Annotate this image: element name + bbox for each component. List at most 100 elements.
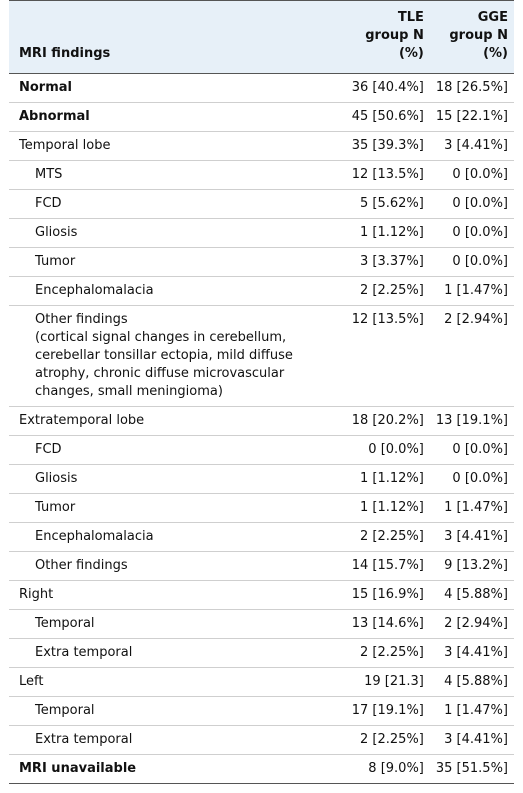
label-cell: FCD bbox=[9, 189, 345, 219]
tle-cell: 14 [15.7%] bbox=[344, 551, 430, 581]
gge-cell: 4 [5.88%] bbox=[429, 667, 514, 697]
tle-cell: 36 [40.4%] bbox=[344, 73, 430, 103]
row-label: Right bbox=[19, 587, 54, 602]
gge-cell: 9 [13.2%] bbox=[429, 551, 514, 581]
tle-cell: 15 [16.9%] bbox=[344, 580, 430, 610]
row-label: Tumor bbox=[35, 500, 76, 515]
row-label: Temporal bbox=[35, 703, 95, 718]
tle-cell: 17 [19.1%] bbox=[344, 696, 430, 726]
label-cell: FCD bbox=[9, 435, 345, 465]
label-cell: Tumor bbox=[9, 247, 345, 277]
row-label: Abnormal bbox=[19, 109, 90, 124]
tle-cell: 2 [2.25%] bbox=[344, 522, 430, 552]
table-row: MTS 12 [13.5%] 0 [0.0%] bbox=[9, 160, 514, 190]
row-label: Encephalomalacia bbox=[35, 529, 154, 544]
row-label: Tumor bbox=[35, 254, 76, 269]
table-row: Abnormal 45 [50.6%] 15 [22.1%] bbox=[9, 102, 514, 132]
gge-cell: 1 [1.47%] bbox=[429, 493, 514, 523]
findings-table: MRI findings TLE group N (%) GGE group N… bbox=[9, 0, 514, 784]
gge-cell: 2 [2.94%] bbox=[429, 305, 514, 407]
gge-cell: 0 [0.0%] bbox=[429, 160, 514, 190]
row-label: Other findings bbox=[35, 312, 128, 327]
label-cell: Right bbox=[9, 580, 345, 610]
gge-cell: 0 [0.0%] bbox=[429, 464, 514, 494]
label-cell: Extra temporal bbox=[9, 638, 345, 668]
row-label: Extra temporal bbox=[35, 732, 133, 747]
label-cell: Extratemporal lobe bbox=[9, 406, 345, 436]
gge-cell: 18 [26.5%] bbox=[429, 73, 514, 103]
label-cell: Other findings bbox=[9, 551, 345, 581]
table-row: Gliosis 1 [1.12%] 0 [0.0%] bbox=[9, 464, 514, 494]
tle-cell: 3 [3.37%] bbox=[344, 247, 430, 277]
tle-cell: 0 [0.0%] bbox=[344, 435, 430, 465]
row-label: MRI unavailable bbox=[19, 761, 137, 776]
table-row: FCD 0 [0.0%] 0 [0.0%] bbox=[9, 435, 514, 465]
table-row: Temporal lobe 35 [39.3%] 3 [4.41%] bbox=[9, 131, 514, 161]
row-label: Other findings bbox=[35, 558, 128, 573]
row-label: FCD bbox=[35, 196, 62, 211]
table-row: Temporal 17 [19.1%] 1 [1.47%] bbox=[9, 696, 514, 726]
header-cell: GGE group N (%) bbox=[429, 0, 514, 74]
label-cell: Extra temporal bbox=[9, 725, 345, 755]
tle-cell: 12 [13.5%] bbox=[344, 305, 430, 407]
table-row: Right 15 [16.9%] 4 [5.88%] bbox=[9, 580, 514, 610]
table-body: Normal 36 [40.4%] 18 [26.5%] Abnormal 45 [50… bbox=[9, 73, 514, 784]
row-label: Temporal bbox=[35, 616, 95, 631]
label-cell: Encephalomalacia bbox=[9, 522, 345, 552]
row-label: FCD bbox=[35, 442, 62, 457]
row-label: Normal bbox=[19, 80, 72, 95]
label-cell: MTS bbox=[9, 160, 345, 190]
row-note: (cortical signal changes in cerebellum, … bbox=[35, 330, 293, 399]
table-row: MRI unavailable 8 [9.0%] 35 [51.5%] bbox=[9, 754, 514, 784]
gge-cell: 0 [0.0%] bbox=[429, 247, 514, 277]
gge-cell: 2 [2.94%] bbox=[429, 609, 514, 639]
table-row: Extratemporal lobe 18 [20.2%] 13 [19.1%] bbox=[9, 406, 514, 436]
label-cell: Tumor bbox=[9, 493, 345, 523]
table-row: Extra temporal 2 [2.25%] 3 [4.41%] bbox=[9, 725, 514, 755]
tle-cell: 2 [2.25%] bbox=[344, 638, 430, 668]
table-row: Tumor 3 [3.37%] 0 [0.0%] bbox=[9, 247, 514, 277]
tle-cell: 19 [21.3] bbox=[344, 667, 430, 697]
gge-cell: 0 [0.0%] bbox=[429, 218, 514, 248]
tle-cell: 35 [39.3%] bbox=[344, 131, 430, 161]
gge-cell: 3 [4.41%] bbox=[429, 725, 514, 755]
table-row: Encephalomalacia 2 [2.25%] 3 [4.41%] bbox=[9, 522, 514, 552]
label-cell: Normal bbox=[9, 73, 345, 103]
tle-cell: 12 [13.5%] bbox=[344, 160, 430, 190]
gge-cell: 0 [0.0%] bbox=[429, 189, 514, 219]
label-cell: MRI unavailable bbox=[9, 754, 345, 784]
label-cell: Temporal lobe bbox=[9, 131, 345, 161]
header-cell: MRI findings bbox=[9, 0, 345, 74]
gge-cell: 1 [1.47%] bbox=[429, 696, 514, 726]
table-row: Left 19 [21.3] 4 [5.88%] bbox=[9, 667, 514, 697]
gge-cell: 3 [4.41%] bbox=[429, 522, 514, 552]
tle-cell: 2 [2.25%] bbox=[344, 725, 430, 755]
tle-cell: 2 [2.25%] bbox=[344, 276, 430, 306]
gge-cell: 3 [4.41%] bbox=[429, 638, 514, 668]
label-cell: Temporal bbox=[9, 609, 345, 639]
label-cell: Gliosis bbox=[9, 464, 345, 494]
row-label: MTS bbox=[35, 167, 63, 182]
table-row: FCD 5 [5.62%] 0 [0.0%] bbox=[9, 189, 514, 219]
label-cell: Left bbox=[9, 667, 345, 697]
gge-cell: 13 [19.1%] bbox=[429, 406, 514, 436]
table-row: Extra temporal 2 [2.25%] 3 [4.41%] bbox=[9, 638, 514, 668]
row-label: Encephalomalacia bbox=[35, 283, 154, 298]
table-row: Other findings (cortical signal changes i… bbox=[9, 305, 514, 407]
table-row: Gliosis 1 [1.12%] 0 [0.0%] bbox=[9, 218, 514, 248]
row-label: Extratemporal lobe bbox=[19, 413, 145, 428]
label-cell: Gliosis bbox=[9, 218, 345, 248]
label-cell: Abnormal bbox=[9, 102, 345, 132]
row-label: Gliosis bbox=[35, 225, 78, 240]
gge-cell: 15 [22.1%] bbox=[429, 102, 514, 132]
table-row: Encephalomalacia 2 [2.25%] 1 [1.47%] bbox=[9, 276, 514, 306]
gge-cell: 4 [5.88%] bbox=[429, 580, 514, 610]
gge-cell: 1 [1.47%] bbox=[429, 276, 514, 306]
tle-cell: 1 [1.12%] bbox=[344, 218, 430, 248]
gge-cell: 3 [4.41%] bbox=[429, 131, 514, 161]
label-cell: Other findings (cortical signal changes i… bbox=[9, 305, 345, 407]
label-cell: Temporal bbox=[9, 696, 345, 726]
label-cell: Encephalomalacia bbox=[9, 276, 345, 306]
tle-cell: 1 [1.12%] bbox=[344, 464, 430, 494]
